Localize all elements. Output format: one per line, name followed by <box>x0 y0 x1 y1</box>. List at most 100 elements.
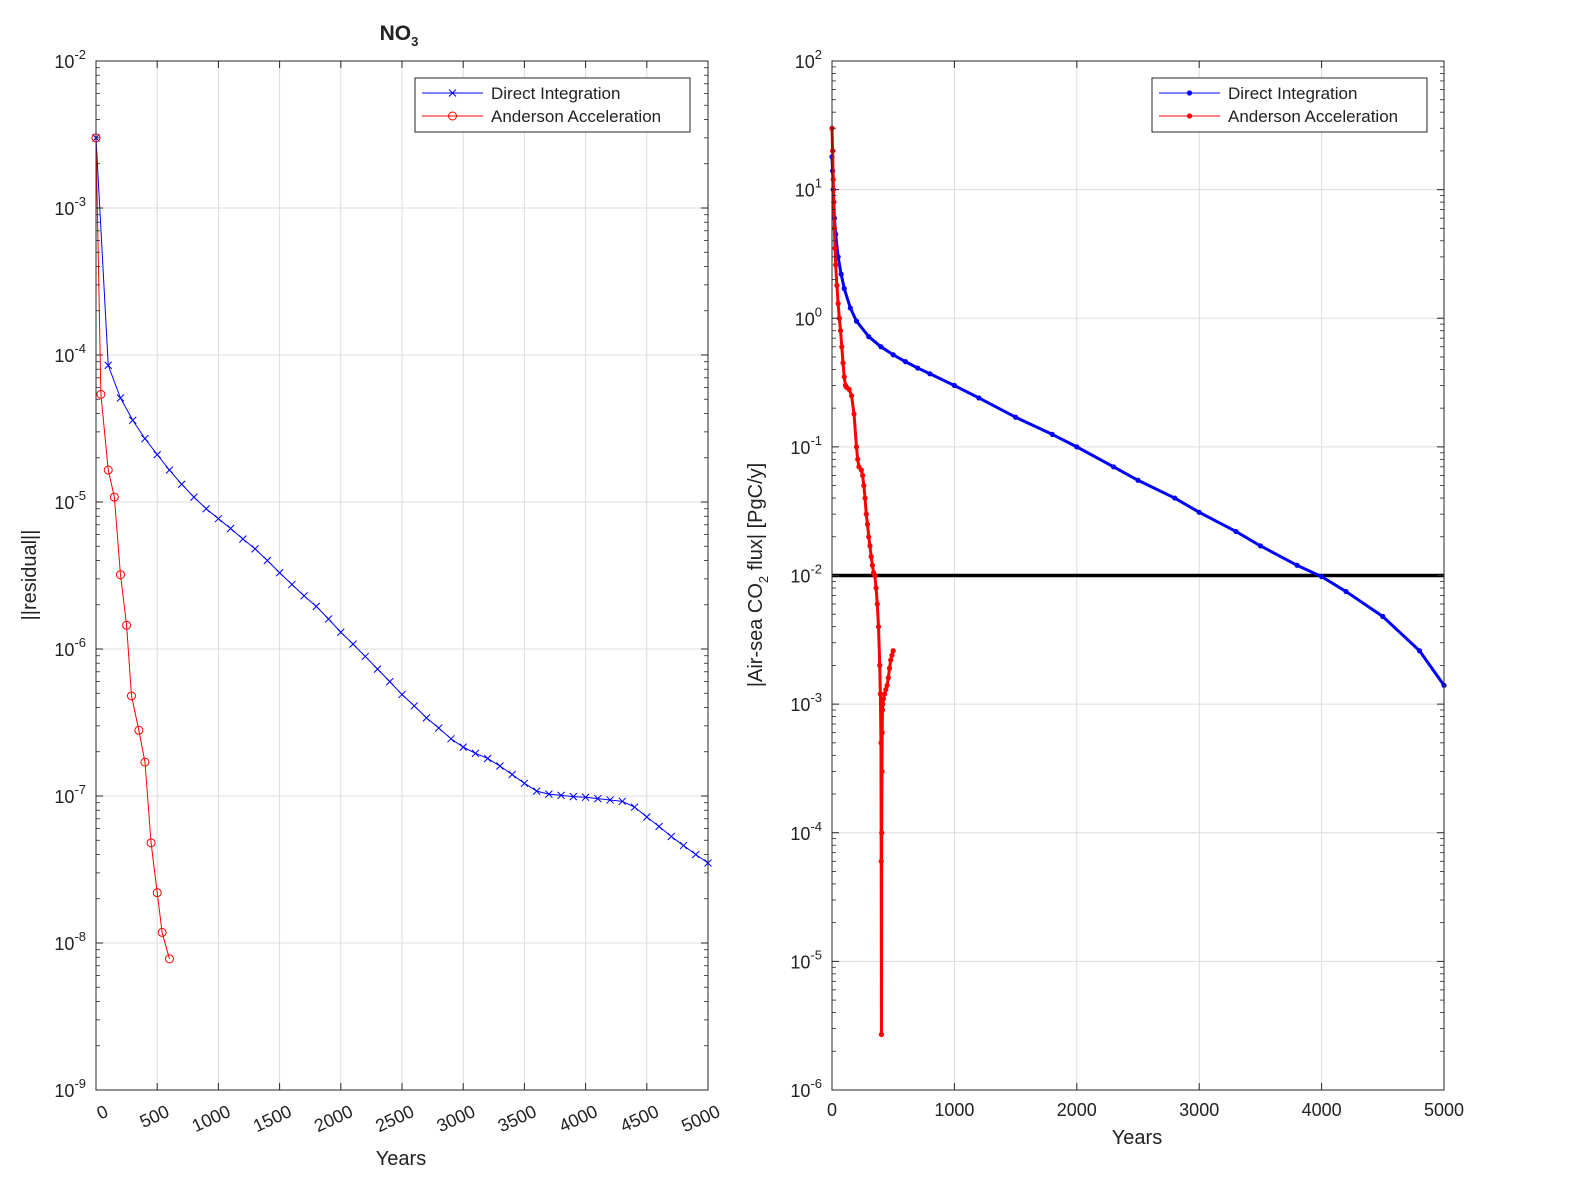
left-series-0-point-b <box>520 779 529 788</box>
left-series-0-point <box>324 615 333 623</box>
left-series-0-point-b <box>618 797 627 806</box>
right-series-1-point <box>885 675 891 681</box>
right-legend-label-anderson: Anderson Acceleration <box>1228 107 1398 126</box>
left-series-0-point <box>569 792 578 801</box>
right-series-1-point <box>879 730 885 736</box>
left-legend-label-direct: Direct Integration <box>491 84 620 103</box>
right-series-1-point <box>830 176 836 183</box>
left-series-0-point <box>679 841 688 850</box>
right-series-1-point <box>878 1031 885 1038</box>
left-series-0-point <box>385 677 394 686</box>
right-series-0-point <box>1135 477 1141 483</box>
left-y-tick-label: 10-4 <box>54 341 86 366</box>
left-x-axis-label: Years <box>376 1148 426 1170</box>
left-series-0-point-b <box>263 556 272 565</box>
left-x-tick-label: 3500 <box>495 1101 540 1136</box>
left-series-0-point <box>667 832 676 841</box>
right-x-tick-label: 0 <box>827 1100 837 1120</box>
left-series-0-point <box>177 480 186 489</box>
left-series-0-point-b <box>361 652 370 661</box>
left-series-1-point <box>103 465 113 475</box>
left-series-0-point-b <box>483 754 492 763</box>
left-x-tick-label: 0 <box>94 1101 112 1123</box>
left-series-0-point <box>190 493 198 501</box>
right-series-1-point <box>878 740 884 746</box>
right-series-1-point <box>877 662 883 669</box>
left-series-1 <box>91 133 174 964</box>
left-legend-marker-direct <box>448 89 457 97</box>
right-legend-marker-direct <box>1186 90 1193 96</box>
left-series-0-point <box>618 797 627 806</box>
left-x-tick-label: 1000 <box>189 1101 234 1136</box>
left-series-0-point <box>141 434 149 443</box>
right-series-1-point <box>864 521 871 527</box>
left-series-0-point <box>691 850 700 859</box>
left-series-0-point-b <box>496 762 504 770</box>
right-series-0-point <box>1319 574 1325 580</box>
left-series-0-point-b <box>581 793 590 802</box>
left-series-0-point <box>128 416 137 425</box>
left-series-1-point <box>122 620 132 630</box>
left-series-0-point <box>520 779 529 788</box>
right-series-0-point <box>915 365 921 371</box>
left-series-0-point-b <box>557 791 565 800</box>
right-series-1-point <box>875 624 882 630</box>
left-series-0-point <box>104 361 113 370</box>
left-legend: Direct Integration Anderson Acceleration <box>414 77 691 133</box>
left-series-0-point-b <box>422 714 431 722</box>
right-x-tick-label: 2000 <box>1057 1100 1097 1120</box>
right-series-0 <box>829 154 1447 688</box>
right-series-0-point <box>927 371 933 377</box>
left-series-0-point-b <box>214 514 223 523</box>
left-series-0-point <box>447 734 455 743</box>
right-series-1-point <box>855 456 861 462</box>
right-legend: Direct Integration Anderson Acceleration <box>1151 77 1428 133</box>
left-legend-marker-glyph-0 <box>448 89 457 97</box>
right-x-tick-label: 5000 <box>1424 1100 1464 1120</box>
left-series-1-point <box>157 927 167 937</box>
right-series-0-point <box>878 344 884 350</box>
left-series-0-point-b <box>606 796 614 804</box>
left-series-0-point <box>202 504 211 513</box>
left-chart-title: NO3 <box>380 22 419 49</box>
left-series-1-point <box>96 389 106 399</box>
right-series-0-point <box>1294 562 1300 568</box>
right-y-axis-label: |Air-sea CO2 flux| [PgC/y] <box>745 463 771 687</box>
right-series-0-point <box>1172 495 1178 501</box>
left-series-0-point-b <box>434 724 443 732</box>
right-series-1-point <box>879 768 885 774</box>
left-series-0-point-b <box>312 602 321 611</box>
right-series-1-point <box>867 543 873 549</box>
right-series-1-point <box>853 444 860 450</box>
right-series-1-point <box>869 562 875 568</box>
left-series-0-point <box>336 628 345 637</box>
left-series-0-point <box>508 770 517 779</box>
left-series-0-point-b <box>287 580 296 589</box>
right-y-tick-label: 101 <box>795 176 822 201</box>
right-series-1-point <box>848 393 855 399</box>
left-y-tick-label: 10-7 <box>54 782 86 807</box>
right-series-1-point <box>888 657 894 663</box>
left-series-0-point-b <box>679 841 688 850</box>
right-series-1-point <box>879 830 885 836</box>
right-series-0-point <box>1380 613 1386 620</box>
right-series-1-point <box>841 374 847 380</box>
right-series-0-point <box>1257 543 1263 549</box>
left-series-0-point-b <box>642 813 651 821</box>
left-series-0-point-b <box>447 734 455 743</box>
left-series-0-point <box>226 524 235 533</box>
right-series-1-point <box>879 707 886 713</box>
right-series-0-point <box>1416 648 1423 654</box>
right-series-1-point <box>835 300 841 307</box>
left-y-tick-label: 10-8 <box>54 929 86 954</box>
right-y-tick-label: 10-6 <box>790 1076 822 1101</box>
left-plot: 0 500 1000 1500 2000 2500 3000 3500 4000 4500 5000… <box>19 22 723 1170</box>
left-series-0-point <box>483 754 492 763</box>
right-series-0-point <box>866 334 872 340</box>
left-series-1-point <box>146 838 156 848</box>
right-series-1-point <box>839 344 845 350</box>
left-y-tick-label: 10-6 <box>54 635 86 660</box>
right-series-1-point <box>851 411 857 417</box>
right-legend-marker-glyph-1 <box>1186 113 1193 119</box>
left-series-0-point <box>606 796 614 804</box>
